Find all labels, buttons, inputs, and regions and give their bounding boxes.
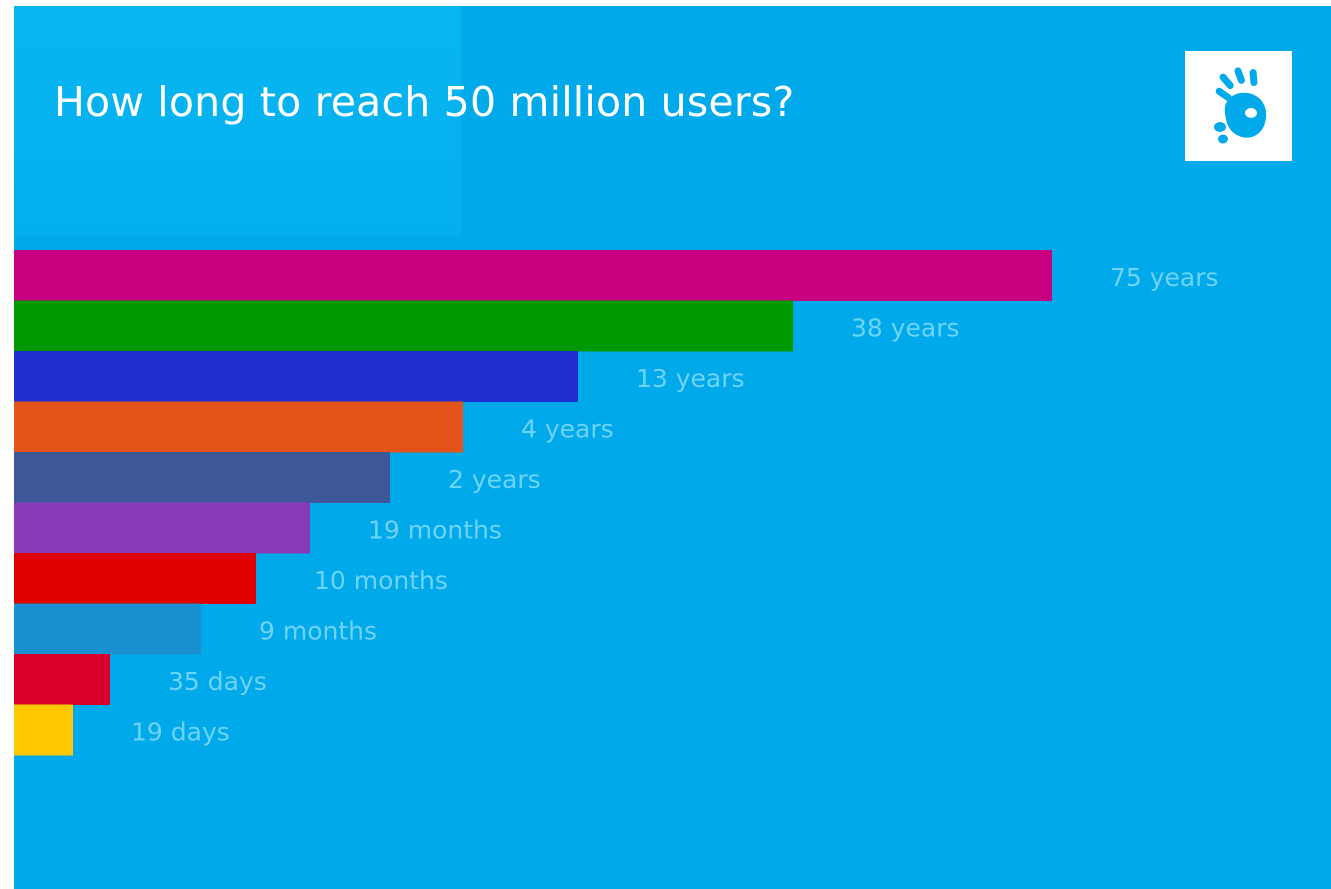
bar-value-label: 38 years <box>851 314 960 343</box>
bar <box>14 502 310 554</box>
logo <box>1185 51 1292 161</box>
bar-value-label: 35 days <box>168 667 267 696</box>
bar-value-label: 10 months <box>314 566 448 595</box>
bar-chart: 75 years 38 years 13 years 4 years 2 years 19… <box>14 250 1219 756</box>
bar-value-label: 4 years <box>521 415 614 444</box>
bar <box>14 351 578 402</box>
bar <box>14 553 256 604</box>
bar <box>14 452 390 503</box>
header-panel <box>14 6 461 236</box>
bar <box>14 654 110 705</box>
bar <box>14 704 73 756</box>
bar-value-label: 19 days <box>131 718 230 747</box>
chart-canvas: How long to reach 50 million users? 75 y… <box>14 6 1331 889</box>
bar-value-label: 13 years <box>636 364 745 393</box>
bar <box>14 603 201 655</box>
bar <box>14 250 1052 301</box>
bar-value-label: 19 months <box>368 516 502 545</box>
bar <box>14 401 463 453</box>
bar-value-label: 9 months <box>259 617 377 646</box>
bar-value-label: 2 years <box>448 465 541 494</box>
bar-value-label: 75 years <box>1110 263 1219 292</box>
hand-print-icon <box>1214 67 1267 144</box>
bar <box>14 300 793 352</box>
chart-title: How long to reach 50 million users? <box>54 78 795 126</box>
